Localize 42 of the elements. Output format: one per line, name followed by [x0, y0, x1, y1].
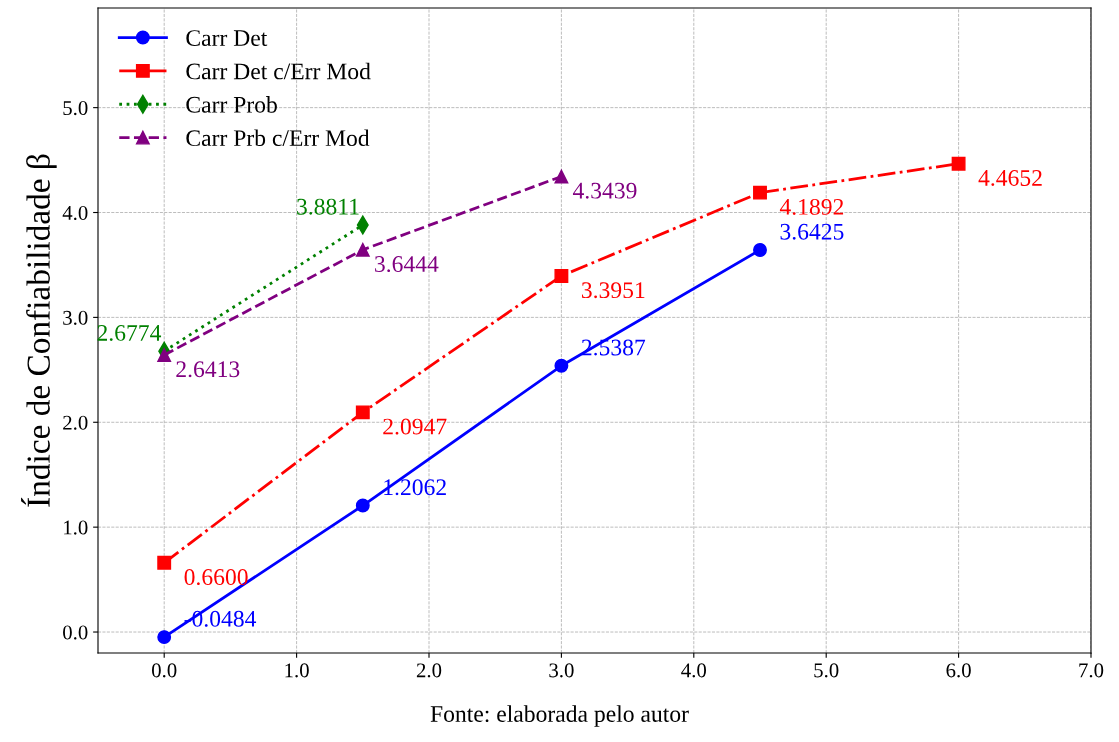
legend-label: Carr Prb c/Err Mod: [186, 129, 370, 147]
point: [753, 185, 767, 200]
point: [157, 555, 172, 570]
point: [554, 169, 569, 184]
point: [554, 269, 569, 283]
data-label: 0.6600: [184, 569, 248, 586]
point: [554, 358, 569, 373]
point: [753, 243, 767, 257]
x-tick-label: 6.0: [946, 663, 971, 678]
data-label: 3.3951: [581, 282, 645, 299]
legend-label: Carr Prob: [186, 96, 277, 113]
y-axis-title: Índice de Confiabilidade β: [21, 154, 57, 507]
x-tick-label: 2.0: [416, 663, 442, 678]
y-tick-label: 2.0: [63, 415, 88, 430]
data-label: 2.6413: [176, 361, 240, 378]
data-label: 3.6425: [780, 223, 844, 240]
y-tick-label: 3.0: [63, 310, 88, 325]
data-label: 4.4652: [978, 170, 1042, 186]
point: [951, 156, 966, 171]
x-tick-label: 0.0: [151, 663, 177, 678]
data-label: 4.1892: [779, 198, 844, 215]
point: [355, 405, 370, 420]
data-label: 3.6444: [375, 256, 439, 273]
x-tick-label: 1.0: [285, 663, 309, 678]
y-tick-label: 5.0: [63, 101, 88, 116]
legend-label: Carr Det: [186, 30, 268, 47]
source-note: Fonte: elaborada pelo autor: [430, 705, 689, 727]
y-tick-label: 0.0: [63, 625, 88, 640]
y-tick-label: 4.0: [62, 205, 88, 221]
x-tick-label: 5.0: [814, 663, 839, 678]
point: [157, 630, 172, 645]
data-label: 3.8811: [297, 198, 359, 215]
data-label: 4.3439: [572, 182, 637, 199]
x-tick-label: 4.0: [681, 663, 707, 678]
y-tick-label: 1.0: [64, 520, 88, 535]
data-label: 2.0947: [383, 418, 447, 435]
legend-label: Carr Det c/Err Mod: [186, 62, 371, 80]
point: [157, 348, 172, 362]
point: [355, 242, 370, 257]
point: [355, 498, 370, 513]
x-tick-label: 7.0: [1079, 663, 1104, 678]
x-tick-label: 3.0: [549, 663, 574, 678]
